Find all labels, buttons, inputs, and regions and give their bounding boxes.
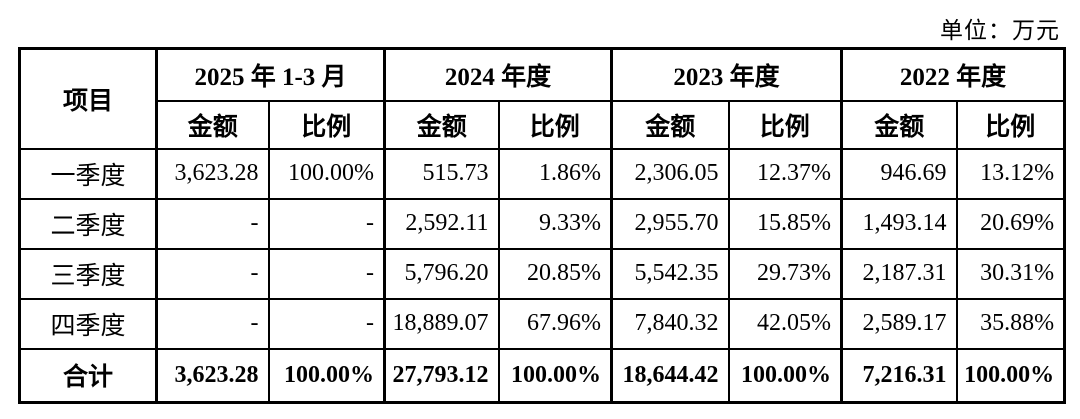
- header-ratio-2025: 比例: [267, 99, 386, 150]
- header-ratio-2023: 比例: [727, 99, 843, 150]
- row-label: 三季度: [18, 247, 158, 300]
- cell-q4-2024-amount: 18,889.07: [383, 297, 500, 350]
- cell-q3-2024-amount: 5,796.20: [383, 247, 500, 300]
- row-label: 一季度: [18, 147, 158, 200]
- cell-q3-2024-ratio: 20.85%: [497, 247, 613, 300]
- header-period-2024: 2024 年度: [383, 47, 613, 102]
- cell-q1-2024-ratio: 1.86%: [497, 147, 613, 200]
- cell-q3-2022-ratio: 30.31%: [955, 247, 1066, 300]
- header-amount-2024: 金额: [383, 99, 500, 150]
- cell-total-2023-ratio: 100.00%: [727, 347, 843, 404]
- table-row-q1: 一季度 3,623.28 100.00% 515.73 1.86% 2,306.…: [18, 147, 1066, 200]
- cell-total-2024-amount: 27,793.12: [383, 347, 500, 404]
- cell-q3-2025-amount: -: [155, 247, 270, 300]
- cell-q3-2023-amount: 5,542.35: [610, 247, 730, 300]
- header-row-periods: 项目 2025 年 1-3 月 2024 年度 2023 年度 2022 年度: [18, 47, 1066, 150]
- cell-q1-2022-ratio: 13.12%: [955, 147, 1066, 200]
- header-ratio-2022: 比例: [955, 99, 1066, 150]
- cell-q4-2023-amount: 7,840.32: [610, 297, 730, 350]
- cell-total-2023-amount: 18,644.42: [610, 347, 730, 404]
- cell-q1-2023-ratio: 12.37%: [727, 147, 843, 200]
- header-period-2022: 2022 年度: [840, 47, 1066, 102]
- row-label: 四季度: [18, 297, 158, 350]
- table-row-q2: 二季度 - - 2,592.11 9.33% 2,955.70 15.85% 1…: [18, 197, 1066, 250]
- cell-q2-2022-amount: 1,493.14: [840, 197, 958, 250]
- cell-q2-2022-ratio: 20.69%: [955, 197, 1066, 250]
- header-item: 项目: [18, 47, 158, 150]
- row-label: 合计: [18, 347, 158, 404]
- cell-total-2022-amount: 7,216.31: [840, 347, 958, 404]
- cell-q2-2023-ratio: 15.85%: [727, 197, 843, 250]
- quarterly-breakdown-table: 项目 2025 年 1-3 月 2024 年度 2023 年度 2022 年度 …: [18, 47, 1067, 404]
- cell-q2-2024-amount: 2,592.11: [383, 197, 500, 250]
- cell-total-2022-ratio: 100.00%: [955, 347, 1066, 404]
- header-amount-2025: 金额: [155, 99, 270, 150]
- cell-q4-2023-ratio: 42.05%: [727, 297, 843, 350]
- cell-q2-2024-ratio: 9.33%: [497, 197, 613, 250]
- unit-label: 单位：万元: [940, 18, 1060, 43]
- cell-q2-2023-amount: 2,955.70: [610, 197, 730, 250]
- cell-q4-2022-ratio: 35.88%: [955, 297, 1066, 350]
- cell-q1-2025-ratio: 100.00%: [267, 147, 386, 200]
- header-row-measures: 金额 比例 金额 比例 金额 比例 金额 比例: [20, 99, 1066, 150]
- cell-q1-2023-amount: 2,306.05: [610, 147, 730, 200]
- cell-q1-2022-amount: 946.69: [840, 147, 958, 200]
- cell-q1-2025-amount: 3,623.28: [155, 147, 270, 200]
- cell-q4-2025-ratio: -: [267, 297, 386, 350]
- cell-q3-2022-amount: 2,187.31: [840, 247, 958, 300]
- cell-q3-2023-ratio: 29.73%: [727, 247, 843, 300]
- table-row-q3: 三季度 - - 5,796.20 20.85% 5,542.35 29.73% …: [18, 247, 1066, 300]
- cell-total-2025-ratio: 100.00%: [267, 347, 386, 404]
- table-row-q4: 四季度 - - 18,889.07 67.96% 7,840.32 42.05%…: [18, 297, 1066, 350]
- table-row-total: 合计 3,623.28 100.00% 27,793.12 100.00% 18…: [18, 347, 1066, 404]
- cell-q1-2024-amount: 515.73: [383, 147, 500, 200]
- cell-q2-2025-amount: -: [155, 197, 270, 250]
- cell-q4-2025-amount: -: [155, 297, 270, 350]
- cell-total-2025-amount: 3,623.28: [155, 347, 270, 404]
- header-ratio-2024: 比例: [497, 99, 613, 150]
- cell-q3-2025-ratio: -: [267, 247, 386, 300]
- cell-q4-2022-amount: 2,589.17: [840, 297, 958, 350]
- header-amount-2022: 金额: [840, 99, 958, 150]
- row-label: 二季度: [18, 197, 158, 250]
- header-period-2023: 2023 年度: [610, 47, 843, 102]
- cell-q2-2025-ratio: -: [267, 197, 386, 250]
- header-period-2025: 2025 年 1-3 月: [154, 47, 386, 102]
- cell-q4-2024-ratio: 67.96%: [497, 297, 613, 350]
- cell-total-2024-ratio: 100.00%: [497, 347, 613, 404]
- header-amount-2023: 金额: [610, 99, 730, 150]
